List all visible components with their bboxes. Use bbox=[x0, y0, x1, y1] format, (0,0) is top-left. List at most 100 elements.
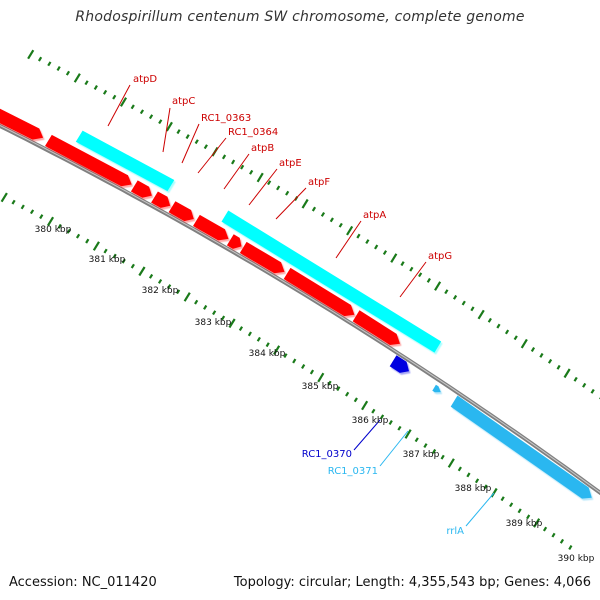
inner-tick bbox=[559, 538, 565, 544]
outer-tick bbox=[47, 61, 52, 67]
forward-gene bbox=[45, 134, 132, 187]
inner-tick bbox=[517, 508, 522, 514]
outer-tick bbox=[426, 277, 431, 283]
outer-tick bbox=[93, 85, 98, 90]
inner-tick bbox=[265, 342, 270, 348]
outer-tick bbox=[249, 169, 254, 175]
outer-tick bbox=[504, 329, 510, 335]
outer-tick bbox=[311, 206, 317, 212]
inner-tick bbox=[220, 315, 226, 321]
outer-tick bbox=[203, 144, 208, 150]
outer-tick bbox=[365, 239, 370, 244]
inner-tick bbox=[167, 284, 172, 290]
label-leader-lines bbox=[107, 84, 495, 527]
inner-tick bbox=[292, 358, 297, 364]
outer-tick bbox=[139, 109, 145, 115]
outer-tick bbox=[73, 73, 81, 83]
inner-tick bbox=[238, 326, 244, 331]
scale-tick-label: 385 kbp bbox=[302, 382, 339, 392]
inner-tick bbox=[112, 253, 117, 259]
outer-tick bbox=[434, 281, 442, 291]
inner-tick bbox=[157, 279, 163, 284]
leader-line bbox=[248, 168, 278, 206]
rna-feature bbox=[432, 384, 441, 393]
outer-tick bbox=[556, 364, 561, 370]
gene-label-atpg: atpG bbox=[428, 251, 452, 262]
inner-tick bbox=[0, 192, 8, 203]
outer-tick bbox=[374, 244, 379, 250]
inner-tick bbox=[20, 204, 25, 210]
leader-line bbox=[223, 153, 250, 190]
inner-tick bbox=[46, 216, 55, 227]
inner-tick bbox=[509, 502, 514, 508]
forward-gene bbox=[0, 108, 44, 140]
inner-tick bbox=[568, 545, 573, 550]
scale-tick-label: 381 kbp bbox=[89, 255, 126, 265]
inner-tick bbox=[39, 214, 44, 220]
inner-tick bbox=[526, 514, 531, 520]
scale-tick-label: 383 kbp bbox=[195, 318, 232, 328]
outer-tick bbox=[130, 104, 135, 110]
gene-label-atpc: atpC bbox=[172, 96, 195, 107]
outer-tick bbox=[470, 306, 475, 312]
inner-tick bbox=[388, 420, 393, 425]
outer-tick bbox=[56, 66, 61, 71]
outer-tick bbox=[148, 114, 154, 120]
forward-gene bbox=[151, 191, 171, 208]
inner-tick bbox=[228, 318, 236, 329]
forward-gene bbox=[283, 267, 355, 317]
leader-line bbox=[379, 430, 409, 467]
inner-tick bbox=[130, 263, 135, 269]
accession-text: Accession: NC_011420 bbox=[9, 575, 157, 590]
inner-tick bbox=[317, 372, 325, 383]
inner-tick bbox=[353, 397, 358, 403]
outer-tick bbox=[194, 139, 199, 145]
outer-tick bbox=[338, 222, 343, 228]
backbone-layer bbox=[0, 123, 600, 496]
inner-tick bbox=[138, 266, 146, 277]
forward-gene bbox=[168, 201, 194, 222]
inner-tick bbox=[176, 289, 181, 295]
reverse-gene bbox=[221, 210, 442, 353]
inner-tick bbox=[397, 425, 402, 431]
inner-tick bbox=[273, 345, 281, 355]
outer-tick bbox=[418, 272, 423, 278]
outer-tick bbox=[119, 97, 128, 107]
outer-tick bbox=[301, 198, 309, 209]
outer-tick bbox=[320, 212, 326, 217]
inner-tick bbox=[431, 448, 437, 454]
inner-tick bbox=[247, 331, 252, 337]
inner-tick bbox=[301, 364, 306, 369]
outer-tick bbox=[346, 225, 354, 236]
gene-label-atpf: atpF bbox=[308, 177, 330, 188]
leader-line bbox=[465, 492, 495, 527]
inner-tick bbox=[75, 233, 81, 239]
forward-gene bbox=[352, 310, 400, 345]
outer-tick bbox=[221, 154, 227, 160]
outer-tick bbox=[382, 250, 388, 255]
leader-line bbox=[335, 220, 362, 259]
outer-tick bbox=[276, 185, 281, 191]
outer-tick bbox=[285, 190, 290, 196]
forward-gene bbox=[193, 214, 229, 241]
inner-tick bbox=[361, 400, 369, 411]
leader-line bbox=[275, 187, 307, 220]
gene-label-rc1_0371: RC1_0371 bbox=[328, 466, 378, 477]
gene-label-rc1_0370: RC1_0370 bbox=[302, 449, 352, 460]
outer-tick bbox=[84, 80, 89, 86]
outer-tick bbox=[444, 289, 449, 295]
inner-tick bbox=[203, 304, 208, 310]
inner-tick bbox=[66, 228, 71, 234]
outer-tick bbox=[573, 376, 578, 382]
outer-tick bbox=[496, 323, 501, 329]
inner-tick-ring bbox=[0, 192, 573, 550]
inner-tick bbox=[183, 292, 191, 302]
outer-tick bbox=[390, 253, 398, 263]
rrna-gene bbox=[450, 395, 592, 499]
inner-tick bbox=[85, 238, 90, 244]
inner-tick bbox=[483, 484, 488, 490]
leader-line bbox=[197, 137, 227, 174]
scale-tick-label: 387 kbp bbox=[403, 450, 440, 460]
outer-tick bbox=[461, 300, 466, 306]
